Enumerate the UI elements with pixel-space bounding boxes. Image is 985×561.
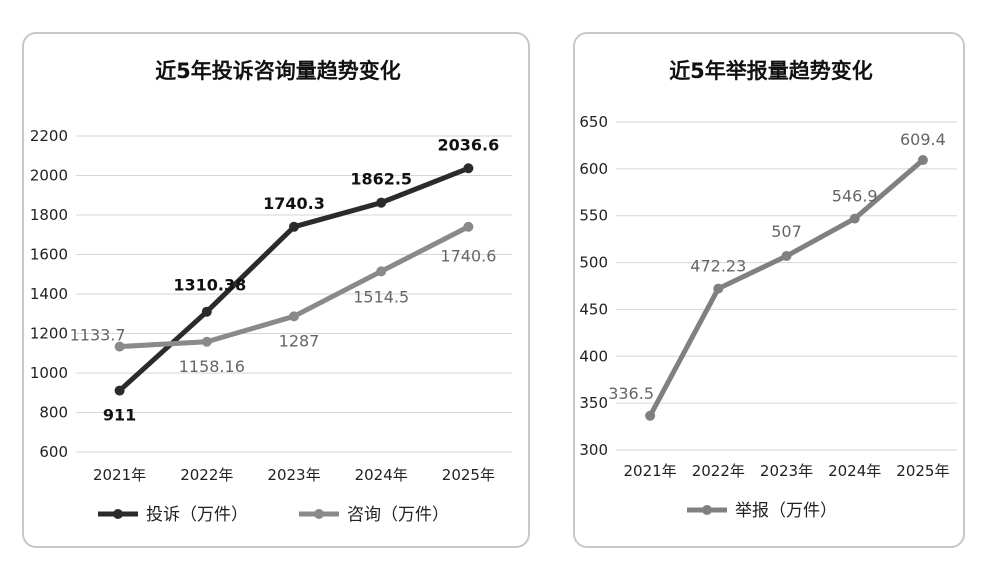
data-label: 336.5 <box>608 384 654 403</box>
y-tick-label: 300 <box>579 441 608 459</box>
y-tick-label: 500 <box>579 254 608 272</box>
report-chart-panel: 近5年举报量趋势变化 300 350 400 450 500 550 600 650 2021年… <box>573 32 965 548</box>
x-tick-label: 2023年 <box>760 462 813 480</box>
y-tick-label: 1600 <box>30 246 68 264</box>
x-tick-label: 2025年 <box>896 462 949 480</box>
x-tick-label: 2022年 <box>692 462 745 480</box>
x-tick-label: 2023年 <box>267 466 320 484</box>
data-label: 911 <box>103 406 136 425</box>
legend-label: 咨询（万件） <box>347 505 449 525</box>
y-tick-label: 350 <box>579 394 608 412</box>
y-tick-label: 550 <box>579 207 608 225</box>
data-point <box>289 311 299 322</box>
y-tick-label: 1000 <box>30 364 68 382</box>
data-point <box>463 221 474 232</box>
x-tick-label: 2024年 <box>355 466 408 484</box>
data-point <box>201 306 212 317</box>
data-point <box>917 155 928 166</box>
data-point <box>201 336 212 347</box>
y-tick-label: 1800 <box>30 206 68 224</box>
y-tick-label: 2000 <box>30 167 68 185</box>
data-label: 1514.5 <box>353 287 409 306</box>
y-tick-label: 650 <box>579 113 608 131</box>
legend-label: 举报（万件） <box>735 501 837 521</box>
y-tick-label: 800 <box>39 404 68 422</box>
y-tick-label: 2200 <box>30 127 68 145</box>
y-tick-label: 400 <box>579 347 608 365</box>
data-label: 1133.7 <box>70 326 126 345</box>
data-label: 1287 <box>279 331 320 350</box>
complaint-consult-chart-panel: 近5年投诉咨询量趋势变化 600 800 1000 1200 1400 1600 1800 2… <box>22 32 530 548</box>
x-tick-label: 2025年 <box>442 466 495 484</box>
y-tick-label: 1200 <box>30 325 68 343</box>
x-tick-label: 2022年 <box>180 466 233 484</box>
x-tick-label: 2024年 <box>828 462 881 480</box>
y-tick-label: 600 <box>39 443 68 461</box>
y-tick-label: 1400 <box>30 285 68 303</box>
complaint-consult-chart: 近5年投诉咨询量趋势变化 600 800 1000 1200 1400 1600 1800 2… <box>30 59 512 525</box>
data-label: 1310.38 <box>173 276 246 295</box>
data-label: 546.9 <box>832 187 878 206</box>
data-label: 507 <box>771 222 802 241</box>
data-label: 1740.3 <box>263 194 325 213</box>
y-tick-label: 600 <box>579 160 608 178</box>
data-label: 472.23 <box>690 257 746 276</box>
data-label: 1862.5 <box>350 170 412 189</box>
data-label: 2036.6 <box>438 135 500 154</box>
series-line <box>119 224 470 350</box>
data-label: 1158.16 <box>179 357 245 376</box>
data-point <box>114 385 125 396</box>
series-line <box>647 158 925 417</box>
data-point <box>849 213 860 224</box>
y-tick-label: 450 <box>579 300 608 318</box>
legend-label: 投诉（万件） <box>146 505 248 525</box>
x-tick-label: 2021年 <box>624 462 677 480</box>
data-point <box>289 221 299 232</box>
data-label: 609.4 <box>900 130 946 149</box>
legend-swatch-marker <box>314 509 324 519</box>
data-point <box>781 251 792 262</box>
chart-title: 近5年举报量趋势变化 <box>669 59 873 83</box>
legend-swatch-marker <box>702 505 712 515</box>
data-point <box>463 163 474 174</box>
data-label: 1740.6 <box>440 247 496 266</box>
legend-swatch-marker <box>113 509 123 519</box>
data-point <box>645 410 656 421</box>
data-point <box>713 283 724 294</box>
data-point <box>114 341 125 352</box>
data-point <box>376 266 387 277</box>
x-tick-label: 2021年 <box>93 466 146 484</box>
report-chart: 近5年举报量趋势变化 300 350 400 450 500 550 600 650 2021年… <box>579 59 957 521</box>
chart-title: 近5年投诉咨询量趋势变化 <box>155 59 401 83</box>
data-point <box>376 197 387 208</box>
